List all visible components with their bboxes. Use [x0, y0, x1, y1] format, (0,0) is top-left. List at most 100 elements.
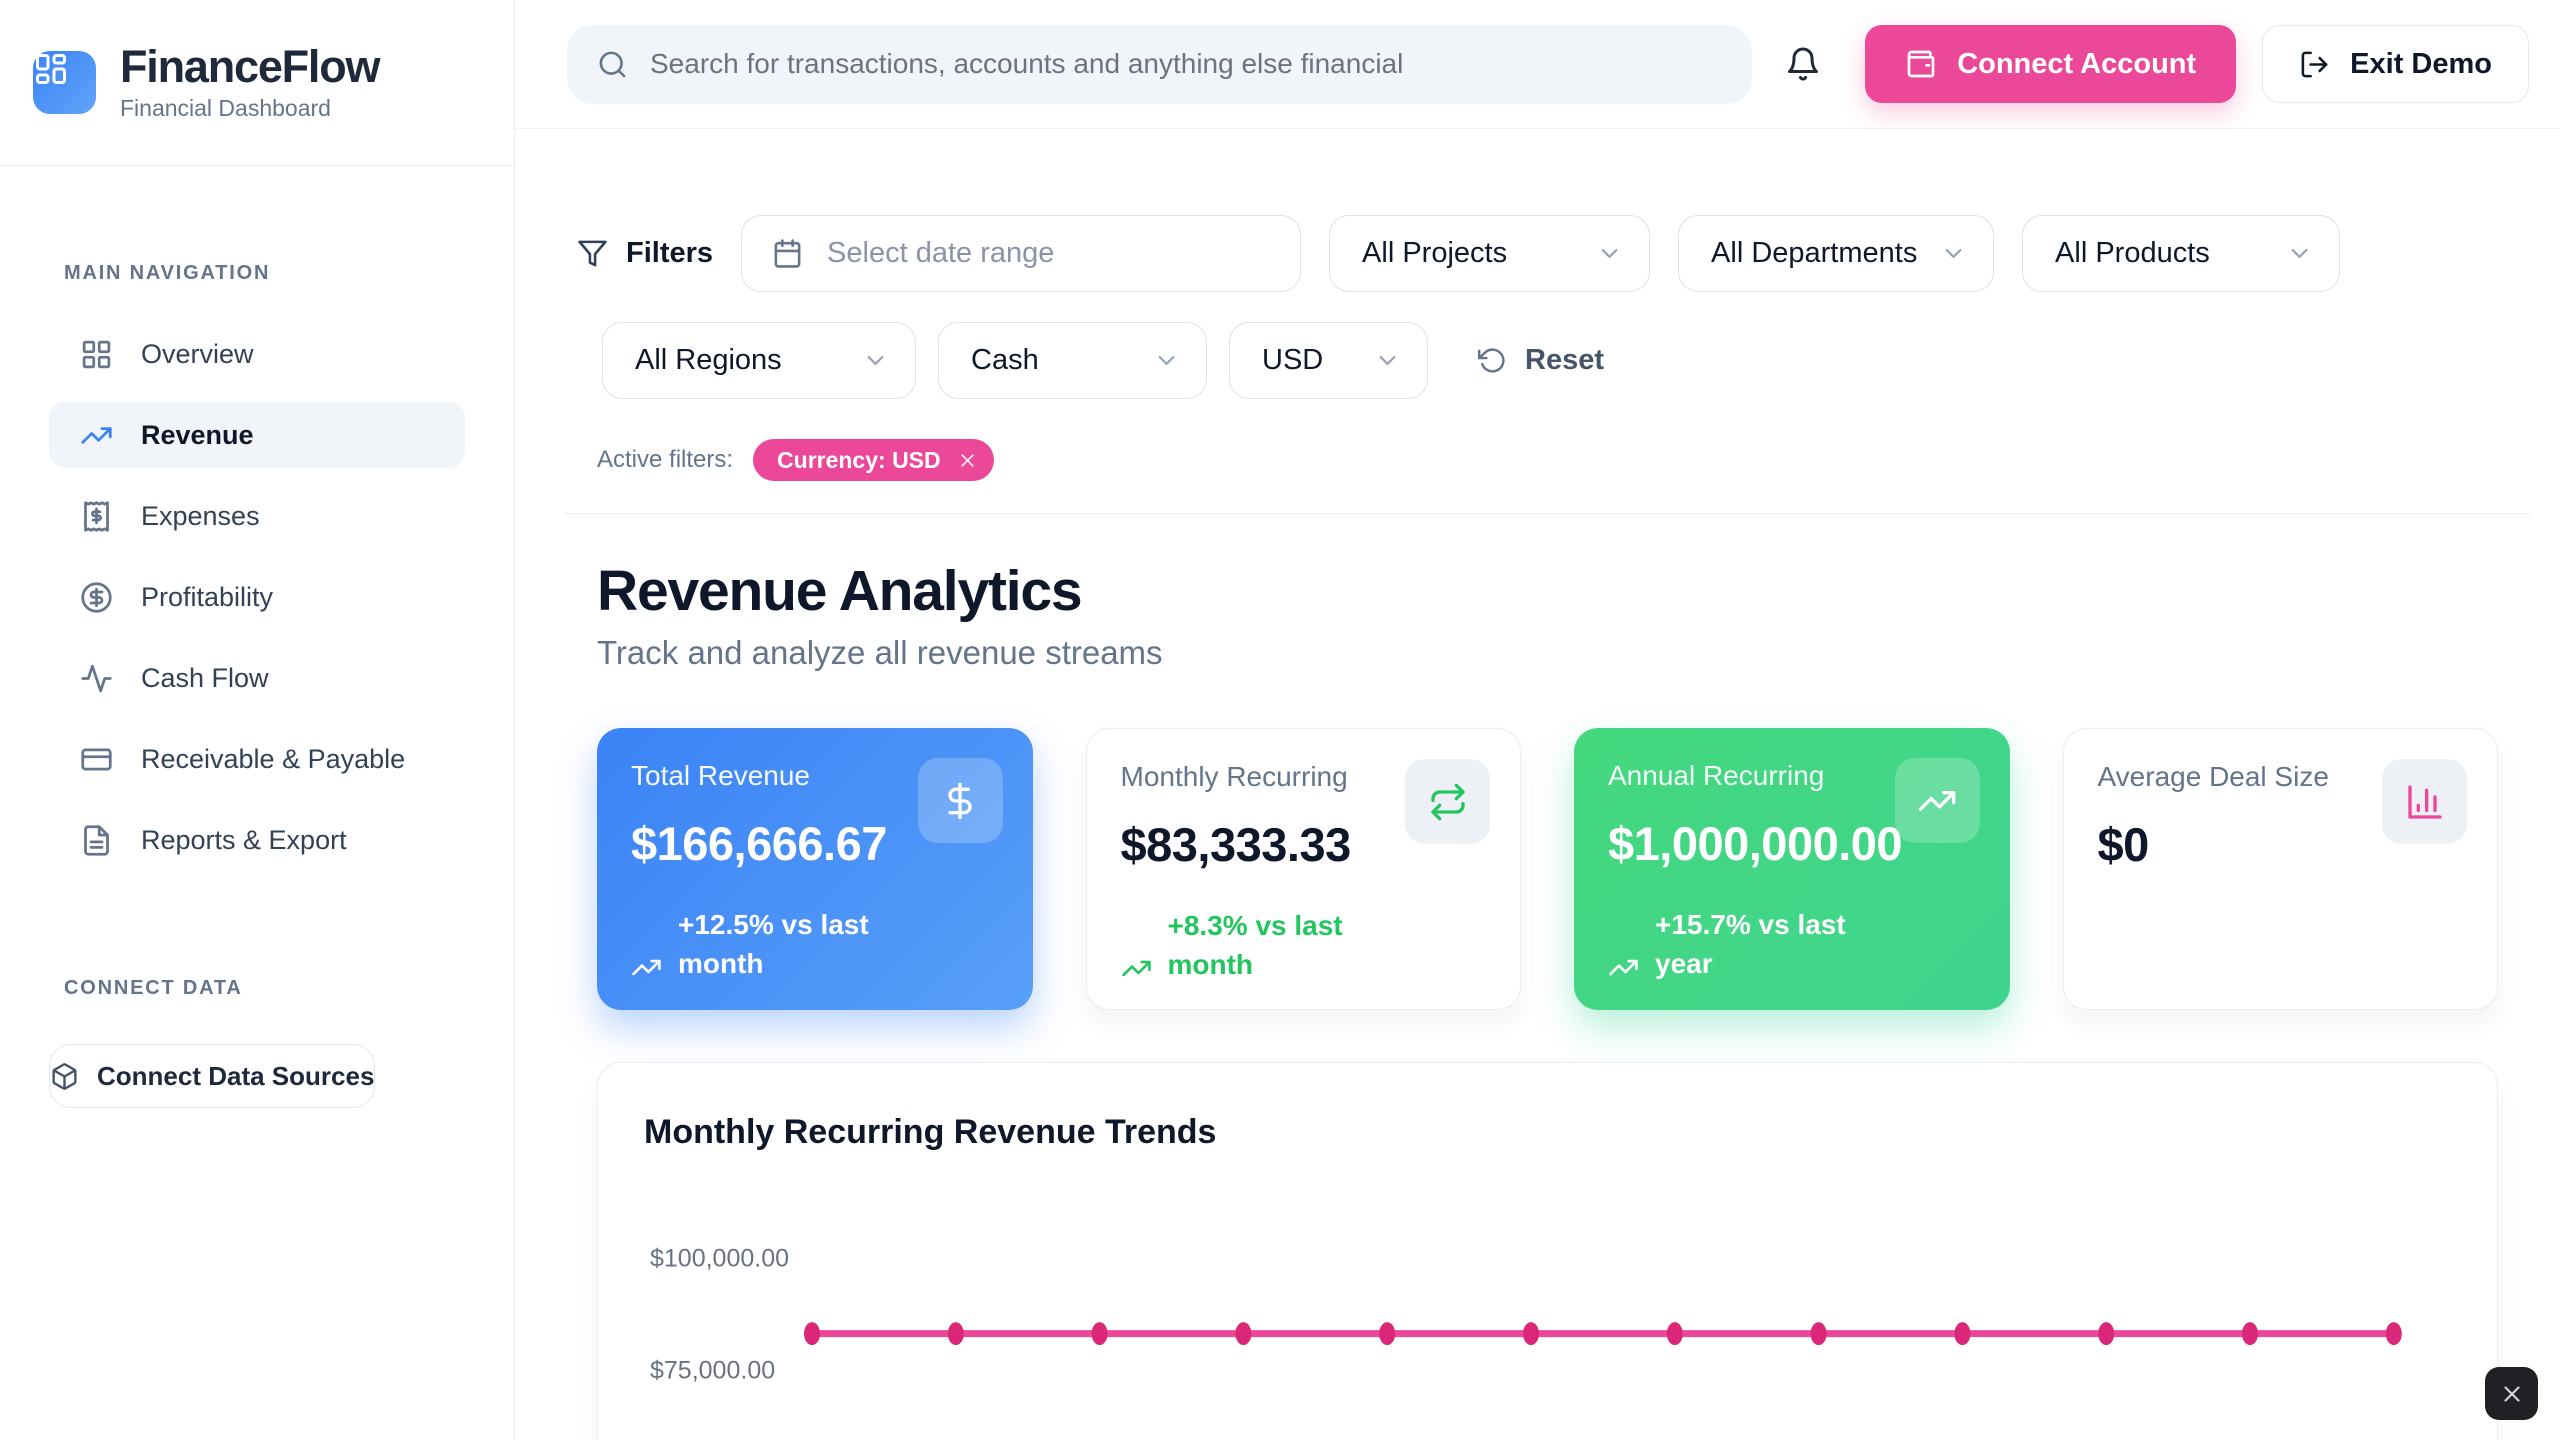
sidebar-item-overview[interactable]: Overview: [49, 321, 465, 387]
dollar-icon: [940, 781, 980, 821]
repeat-icon: [1428, 782, 1468, 822]
search-icon: [597, 49, 628, 80]
metric-card-annual-recurring: Annual Recurring $1,000,000.00 +15.7% vs…: [1574, 728, 2010, 1010]
notifications-button[interactable]: [1766, 27, 1840, 101]
sidebar-item-profitability[interactable]: Profitability: [49, 564, 465, 630]
app-name: FinanceFlow: [120, 41, 381, 93]
connect-section-label: CONNECT DATA: [64, 977, 243, 999]
metric-change-text: +8.3% vs last month: [1167, 910, 1343, 981]
select-value: All Departments: [1711, 237, 1918, 269]
filter-select-all-projects[interactable]: All Projects: [1329, 215, 1651, 292]
trending-up-icon: [1608, 952, 1639, 983]
bell-icon: [1785, 46, 1821, 82]
metric-change-text: +12.5% vs last month: [678, 909, 869, 980]
sidebar-item-expenses[interactable]: Expenses: [49, 483, 465, 549]
select-value: USD: [1262, 344, 1324, 376]
calendar-icon: [772, 238, 803, 269]
chevron-down-icon: [1596, 240, 1623, 267]
grid-icon: [80, 338, 113, 371]
floating-close-button[interactable]: [2485, 1367, 2538, 1420]
app-logo: [33, 51, 96, 114]
rotate-ccw-icon: [1478, 346, 1507, 375]
metric-value: $1,000,000.00: [1608, 817, 1903, 870]
chevron-down-icon: [1153, 347, 1180, 374]
activity-icon: [80, 662, 113, 695]
select-value: Cash: [971, 344, 1039, 376]
trending-up-icon: [80, 419, 113, 452]
data-point: [1523, 1322, 1539, 1346]
data-point: [1235, 1322, 1252, 1346]
exit-demo-button[interactable]: Exit Demo: [2262, 25, 2529, 103]
data-point: [1954, 1322, 1971, 1346]
chart-title: Monthly Recurring Revenue Trends: [644, 1113, 1217, 1151]
metric-label: Annual Recurring: [1608, 760, 1825, 791]
filters-row-2: All Regions Cash USD Reset: [602, 322, 2530, 399]
date-range-placeholder: Select date range: [827, 237, 1055, 269]
circle-dollar-icon: [80, 581, 113, 614]
reset-label: Reset: [1525, 344, 1604, 376]
app-subtitle: Financial Dashboard: [120, 94, 331, 121]
connect-account-button[interactable]: Connect Account: [1865, 25, 2237, 103]
nav-list: Overview Revenue Expenses Profitability Cash…: [0, 285, 514, 873]
nav-section-label: MAIN NAVIGATION: [64, 262, 271, 284]
metric-icon-box: [1894, 758, 1980, 843]
wallet-icon: [1905, 48, 1937, 80]
filter-select-usd[interactable]: USD: [1229, 322, 1428, 399]
credit-card-icon: [80, 743, 113, 776]
metric-card-monthly-recurring: Monthly Recurring $83,333.33 +8.3% vs la…: [1085, 728, 1521, 1010]
layout-dashboard-icon: [33, 51, 96, 114]
search-bar: [567, 24, 1752, 104]
metric-label: Total Revenue: [631, 760, 811, 791]
reset-filters-button[interactable]: Reset: [1478, 344, 1604, 377]
metric-change: +15.7% vs last year: [1608, 905, 1888, 983]
sidebar-item-cash-flow[interactable]: Cash Flow: [49, 645, 465, 711]
connect-account-label: Connect Account: [1957, 47, 2197, 80]
select-value: All Products: [2055, 237, 2210, 269]
sidebar-item-label: Cash Flow: [141, 662, 269, 693]
chevron-down-icon: [1940, 240, 1967, 267]
sidebar-item-label: Expenses: [141, 500, 260, 531]
filter-select-all-products[interactable]: All Products: [2022, 215, 2341, 292]
active-filter-chip-currency[interactable]: Currency: USD: [753, 439, 994, 481]
filter-select-all-regions[interactable]: All Regions: [602, 322, 916, 399]
metric-label: Monthly Recurring: [1120, 761, 1348, 792]
x-icon[interactable]: [957, 450, 978, 471]
data-point: [947, 1322, 964, 1346]
metric-value: $83,333.33: [1120, 818, 1352, 871]
trending-up-icon: [1917, 781, 1957, 821]
metric-card-total-revenue: Total Revenue $166,666.67 +12.5% vs last…: [597, 728, 1033, 1010]
metric-label: Average Deal Size: [2097, 761, 2329, 792]
metric-change: +8.3% vs last month: [1121, 906, 1401, 984]
metric-icon-box: [1405, 759, 1490, 844]
filter-chip-text: Currency: USD: [777, 446, 941, 473]
trending-up-icon: [1121, 953, 1152, 984]
sidebar-item-label: Receivable & Payable: [141, 743, 406, 774]
connect-data-sources-button[interactable]: Connect Data Sources: [49, 1044, 376, 1108]
log-out-icon: [2299, 49, 2330, 80]
filter-select-all-departments[interactable]: All Departments: [1678, 215, 1995, 292]
sidebar-item-revenue[interactable]: Revenue: [49, 402, 465, 468]
sidebar-item-receivable-payable[interactable]: Receivable & Payable: [49, 726, 465, 792]
filters-row-1: Filters Select date range All Projects Al…: [565, 215, 2530, 292]
active-filters-row: Active filters: Currency: USD: [597, 439, 2530, 481]
sidebar-header: FinanceFlow Financial Dashboard: [0, 0, 514, 166]
date-range-input[interactable]: Select date range: [741, 215, 1302, 292]
chevron-down-icon: [862, 347, 889, 374]
package-icon: [50, 1062, 79, 1091]
sidebar-item-label: Reports & Export: [141, 824, 347, 855]
metric-icon-box: [2382, 759, 2467, 844]
sidebar-item-reports-export[interactable]: Reports & Export: [49, 807, 465, 873]
chevron-down-icon: [1374, 347, 1401, 374]
metric-value: $0: [2097, 818, 2150, 871]
filter-select-cash[interactable]: Cash: [938, 322, 1207, 399]
chart-body: $100,000.00 $75,000.00: [644, 1196, 2451, 1440]
metric-change-text: +15.7% vs last year: [1655, 909, 1846, 980]
section-divider: [565, 513, 2530, 514]
trending-up-icon: [631, 952, 662, 983]
search-input[interactable]: [650, 48, 1722, 80]
data-point: [1379, 1322, 1396, 1346]
metric-change: +12.5% vs last month: [631, 905, 911, 983]
chevron-down-icon: [2286, 240, 2313, 267]
bar-chart-icon: [2405, 782, 2445, 822]
file-text-icon: [80, 824, 113, 857]
